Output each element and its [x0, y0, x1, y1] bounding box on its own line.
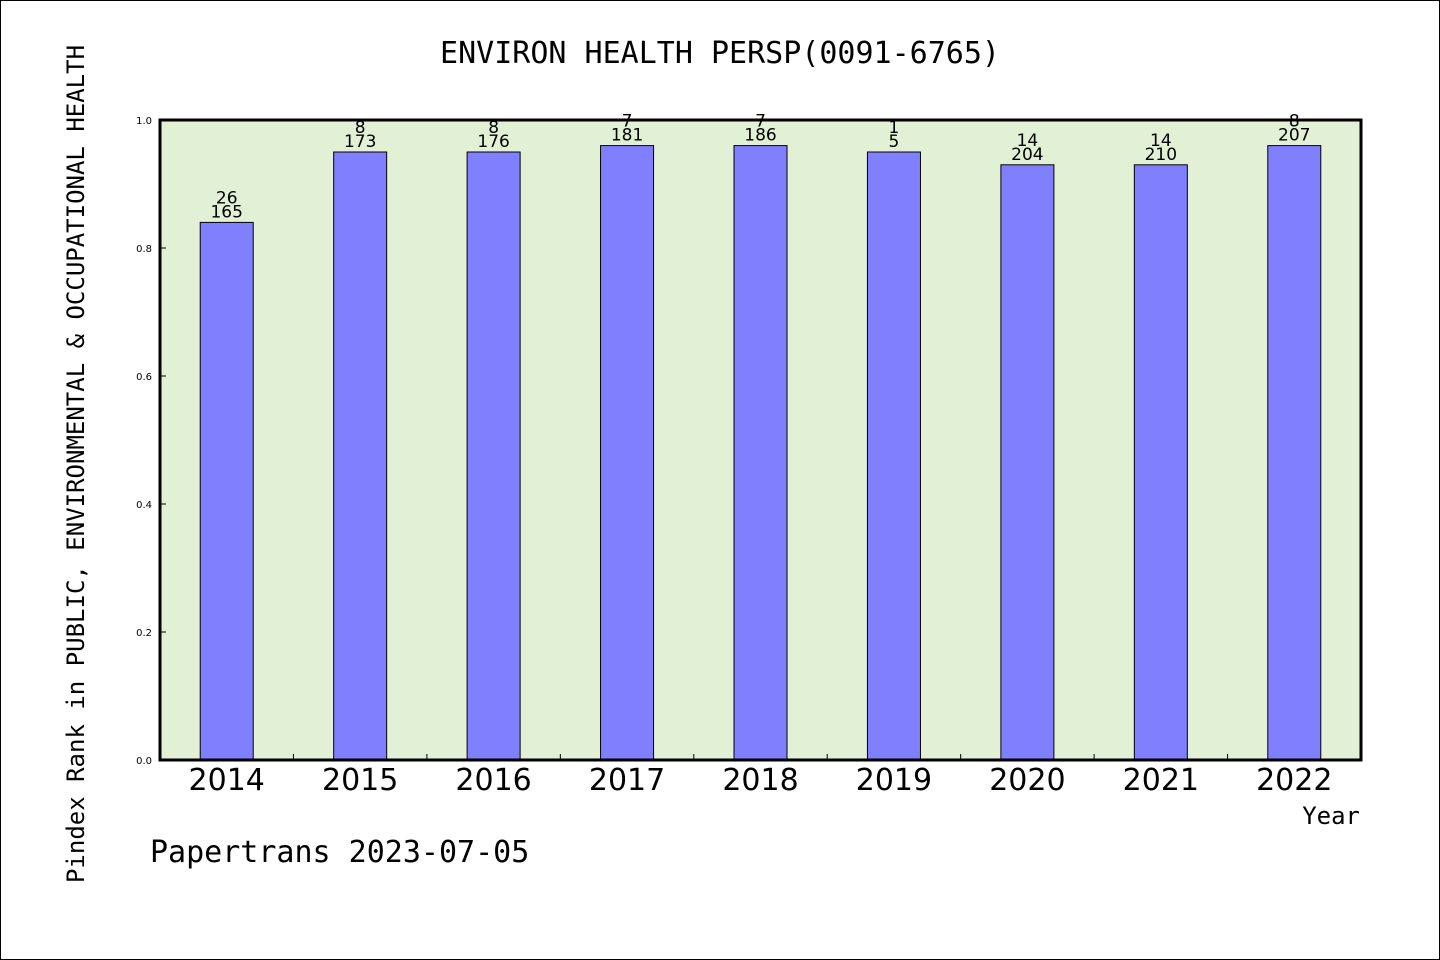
x-axis-label: Year: [1302, 802, 1360, 830]
x-tick-label: 2019: [856, 763, 932, 798]
bar-rank-label: 26: [216, 188, 238, 208]
bar-total-label: 165: [210, 202, 242, 222]
bar-total-label: 173: [344, 132, 376, 152]
bar-rank-label: 8: [488, 118, 499, 138]
bar-rank-label: 7: [622, 112, 633, 132]
bar: [600, 145, 655, 761]
x-tick-label: 2018: [722, 763, 798, 798]
bar-rank-label: 14: [1017, 131, 1039, 151]
bar-rank-label: 1: [889, 118, 900, 138]
x-tick-label: 2020: [989, 763, 1065, 798]
bar-rank-label: 14: [1150, 131, 1172, 151]
x-tick-label: 2016: [455, 763, 531, 798]
x-tick-label: 2014: [189, 763, 265, 798]
bar: [866, 151, 921, 761]
bar: [199, 221, 254, 761]
bar-rank-label: 8: [1289, 112, 1300, 132]
bar: [733, 145, 788, 761]
bar-rank-label: 8: [355, 118, 366, 138]
x-tick-label: 2022: [1256, 763, 1332, 798]
bar-total-label: 204: [1011, 145, 1043, 165]
y-tick-label: 0.0: [136, 756, 152, 767]
chart-title: ENVIRON HEALTH PERSP(0091-6765): [440, 36, 1000, 71]
bar: [466, 151, 521, 761]
x-tick-label: 2015: [322, 763, 398, 798]
bar-total-label: 176: [477, 132, 509, 152]
bar-total-label: 181: [611, 126, 643, 146]
bar: [333, 151, 388, 761]
bar-total-label: 5: [889, 132, 900, 152]
y-tick-label: 1.0: [136, 116, 152, 127]
bar: [1000, 164, 1055, 761]
bar: [1133, 164, 1188, 761]
y-tick-label: 0.2: [136, 628, 152, 639]
x-tick-label: 2017: [589, 763, 665, 798]
x-tick-label: 2021: [1123, 763, 1199, 798]
bar-total-label: 210: [1145, 145, 1177, 165]
plot-frame: [158, 118, 1363, 762]
bar-rank-label: 7: [755, 112, 766, 132]
bar-total-label: 186: [744, 126, 776, 146]
y-tick-label: 0.4: [136, 500, 152, 511]
bar: [1267, 145, 1322, 761]
footer-text: Papertrans 2023-07-05: [150, 835, 530, 870]
y-tick-label: 0.6: [136, 372, 152, 383]
bar-total-label: 207: [1278, 126, 1310, 146]
y-tick-label: 0.8: [136, 244, 152, 255]
